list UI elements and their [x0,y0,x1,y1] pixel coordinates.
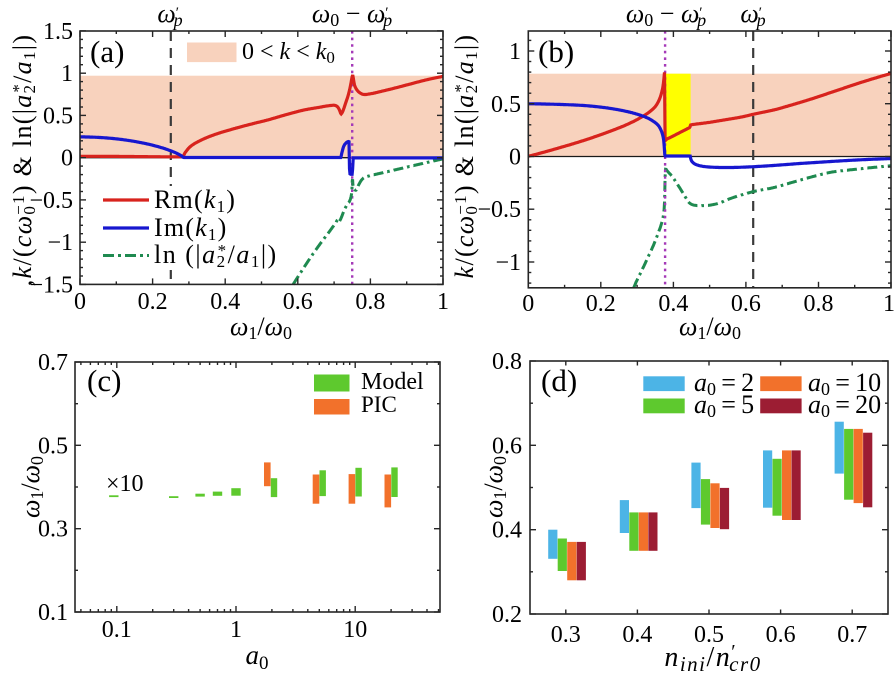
svg-text:0.1: 0.1 [102,617,132,643]
svg-text:,k/(cω0−1) & ln(|a2*/a1|): ,k/(cω0−1) & ln(|a2*/a1|) [8,34,39,287]
svg-text:−1: −1 [47,230,73,256]
svg-text:0.2: 0.2 [492,602,522,628]
svg-text:0.6: 0.6 [283,289,313,315]
svg-text:0: 0 [61,146,73,172]
svg-text:0.7: 0.7 [38,350,68,376]
svg-text:0.8: 0.8 [804,291,834,317]
svg-text:1: 1 [883,291,895,317]
svg-text:k/(cω0−1) & ln(|a2*/a1|): k/(cω0−1) & ln(|a2*/a1|) [450,34,481,279]
svg-text:−0.5: −0.5 [477,197,521,223]
svg-text:a0 = 5: a0 = 5 [694,390,754,421]
svg-text:1: 1 [437,289,449,315]
svg-text:1: 1 [61,61,73,87]
svg-text:1: 1 [230,617,242,643]
svg-text:0.4: 0.4 [658,291,688,317]
svg-text:×10: ×10 [106,471,144,497]
svg-text:0.7: 0.7 [837,622,867,648]
svg-text:ω′p: ω′p [157,0,182,30]
svg-text:0.1: 0.1 [38,600,68,626]
svg-text:0.2: 0.2 [138,289,168,315]
svg-text:a0 = 10: a0 = 10 [808,368,881,399]
svg-text:1: 1 [509,39,521,65]
svg-text:0.3: 0.3 [38,517,68,543]
svg-text:0.6: 0.6 [731,291,761,317]
svg-text:Model: Model [361,369,424,395]
svg-text:0.5: 0.5 [694,622,724,648]
svg-text:ω1/ω0: ω1/ω0 [16,456,47,518]
svg-text:0.3: 0.3 [551,622,581,648]
svg-text:ω1/ω0: ω1/ω0 [479,456,510,518]
svg-text:0: 0 [522,291,534,317]
svg-text:−1: −1 [495,250,521,276]
svg-text:−0.5: −0.5 [29,188,73,214]
svg-text:0.4: 0.4 [492,518,522,544]
svg-text:PIC: PIC [361,392,397,417]
svg-text:0.6: 0.6 [492,433,522,459]
svg-text:0.4: 0.4 [210,289,240,315]
svg-text:0.8: 0.8 [492,349,522,375]
svg-text:1.5: 1.5 [43,19,73,45]
svg-text:a0: a0 [246,640,269,674]
svg-text:0.6: 0.6 [766,622,796,648]
svg-text:10: 10 [343,617,367,643]
svg-text:0.5: 0.5 [43,103,73,129]
svg-text:0: 0 [509,145,521,171]
svg-text:(b): (b) [538,34,574,69]
svg-text:ω1/ω0: ω1/ω0 [679,312,741,343]
svg-text:0.4: 0.4 [622,622,652,648]
svg-text:(d): (d) [541,363,577,398]
svg-text:0.8: 0.8 [355,289,385,315]
svg-text:0 < k < k0: 0 < k < k0 [242,39,335,67]
svg-text:a0 = 2: a0 = 2 [694,368,754,399]
svg-text:a0 = 20: a0 = 20 [808,390,881,421]
svg-text:(a): (a) [90,34,124,69]
svg-text:−1.5: −1.5 [29,272,73,298]
svg-text:ω1/ω0: ω1/ω0 [230,312,292,343]
svg-text:ω′p: ω′p [740,0,765,30]
svg-text:(c): (c) [87,363,121,398]
svg-text:0.2: 0.2 [586,291,616,317]
svg-text:0.5: 0.5 [491,92,521,118]
svg-text:ω0 − ω′p: ω0 − ω′p [626,0,706,30]
svg-text:0.5: 0.5 [38,433,68,459]
svg-text:ω0 − ω′p: ω0 − ω′p [312,0,392,30]
svg-text:0: 0 [74,289,86,315]
